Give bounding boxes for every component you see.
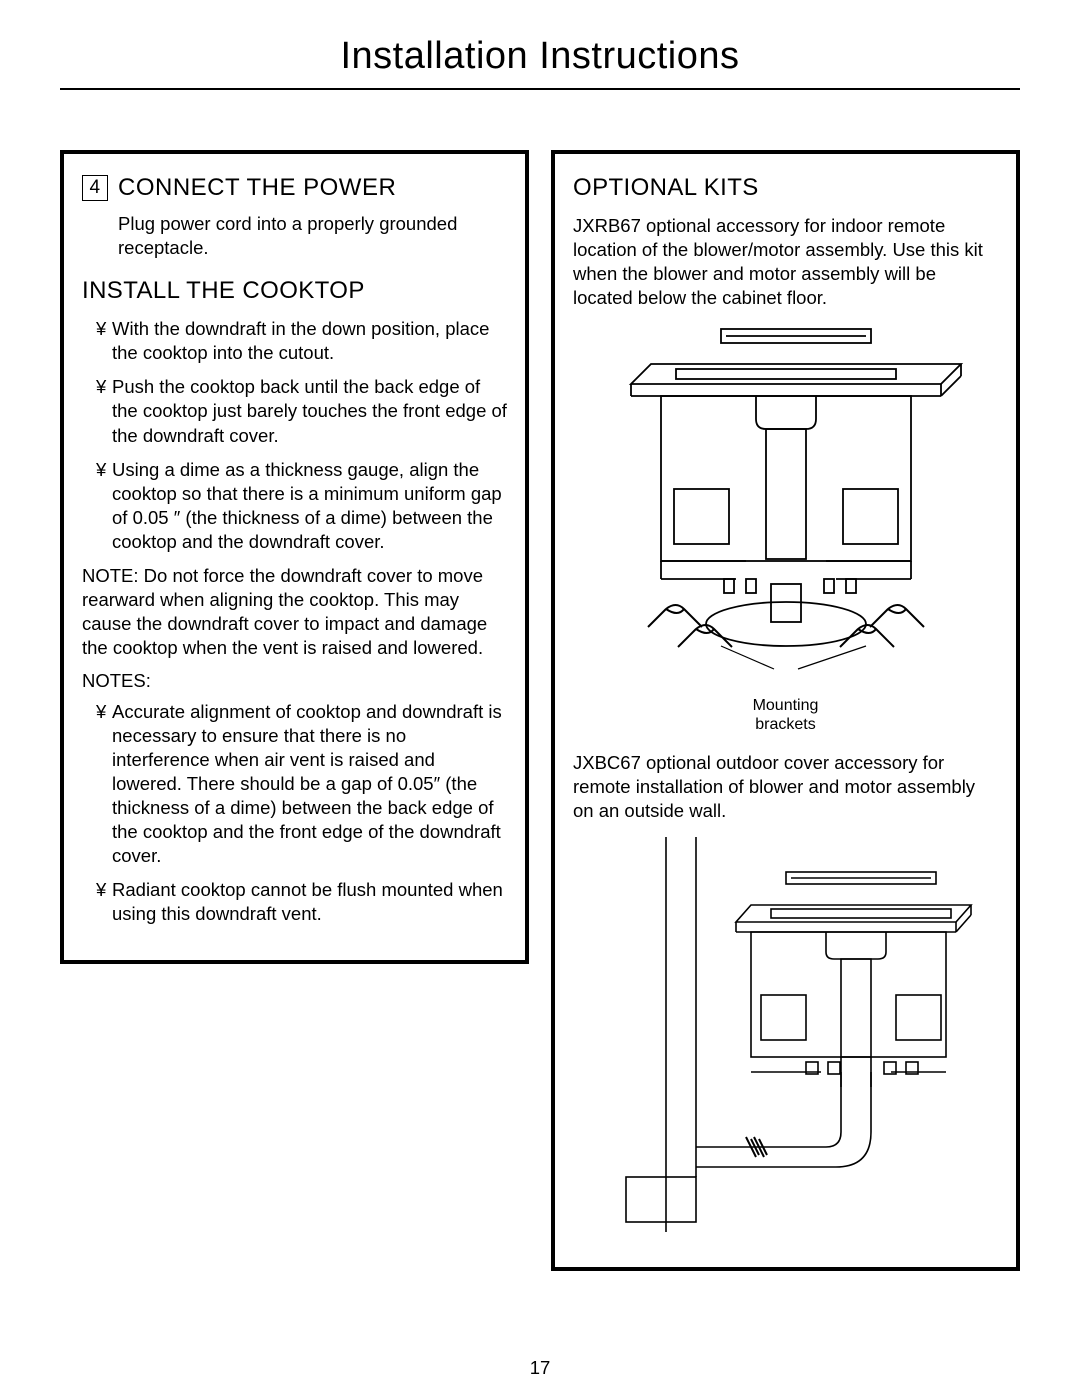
right-column: OPTIONAL KITS JXRB67 optional accessory … [551, 150, 1020, 1291]
kit1-caption: Mounting brackets [573, 696, 998, 734]
notes-bullet: Accurate alignment of cooktop and downdr… [96, 700, 507, 868]
step-number-box: 4 [82, 175, 108, 201]
left-column: 4 CONNECT THE POWER Plug power cord into… [60, 150, 529, 1291]
content-columns: 4 CONNECT THE POWER Plug power cord into… [60, 150, 1020, 1291]
panel-optional-kits: OPTIONAL KITS JXRB67 optional accessory … [551, 150, 1020, 1271]
notes-bullet: Radiant cooktop cannot be flush mounted … [96, 878, 507, 926]
step4-body: Plug power cord into a properly grounded… [118, 212, 507, 259]
kit2-diagram [596, 837, 976, 1237]
kit1-caption-line2: brackets [755, 716, 815, 733]
step4-title: CONNECT THE POWER [118, 174, 396, 202]
notes-bullets: Accurate alignment of cooktop and downdr… [82, 700, 507, 926]
kit1-text: JXRB67 optional accessory for indoor rem… [573, 214, 998, 310]
install-bullet: Using a dime as a thickness gauge, align… [96, 458, 507, 554]
kit2-text: JXBC67 optional outdoor cover accessory … [573, 751, 998, 823]
step4-heading: 4 CONNECT THE POWER [82, 174, 507, 202]
install-bullet: With the downdraft in the down position,… [96, 317, 507, 365]
panel-connect-power: 4 CONNECT THE POWER Plug power cord into… [60, 150, 529, 964]
install-note: NOTE: Do not force the downdraft cover t… [82, 564, 507, 660]
page-number: 17 [0, 1357, 1080, 1379]
page-title: Installation Instructions [60, 35, 1020, 90]
install-bullets: With the downdraft in the down position,… [82, 317, 507, 553]
install-heading: INSTALL THE COOKTOP [82, 277, 507, 305]
notes-label: NOTES: [82, 670, 507, 692]
kit1-diagram [596, 324, 976, 694]
kit1-caption-line1: Mounting [753, 697, 819, 714]
install-bullet: Push the cooktop back until the back edg… [96, 375, 507, 447]
optional-kits-heading: OPTIONAL KITS [573, 174, 998, 202]
